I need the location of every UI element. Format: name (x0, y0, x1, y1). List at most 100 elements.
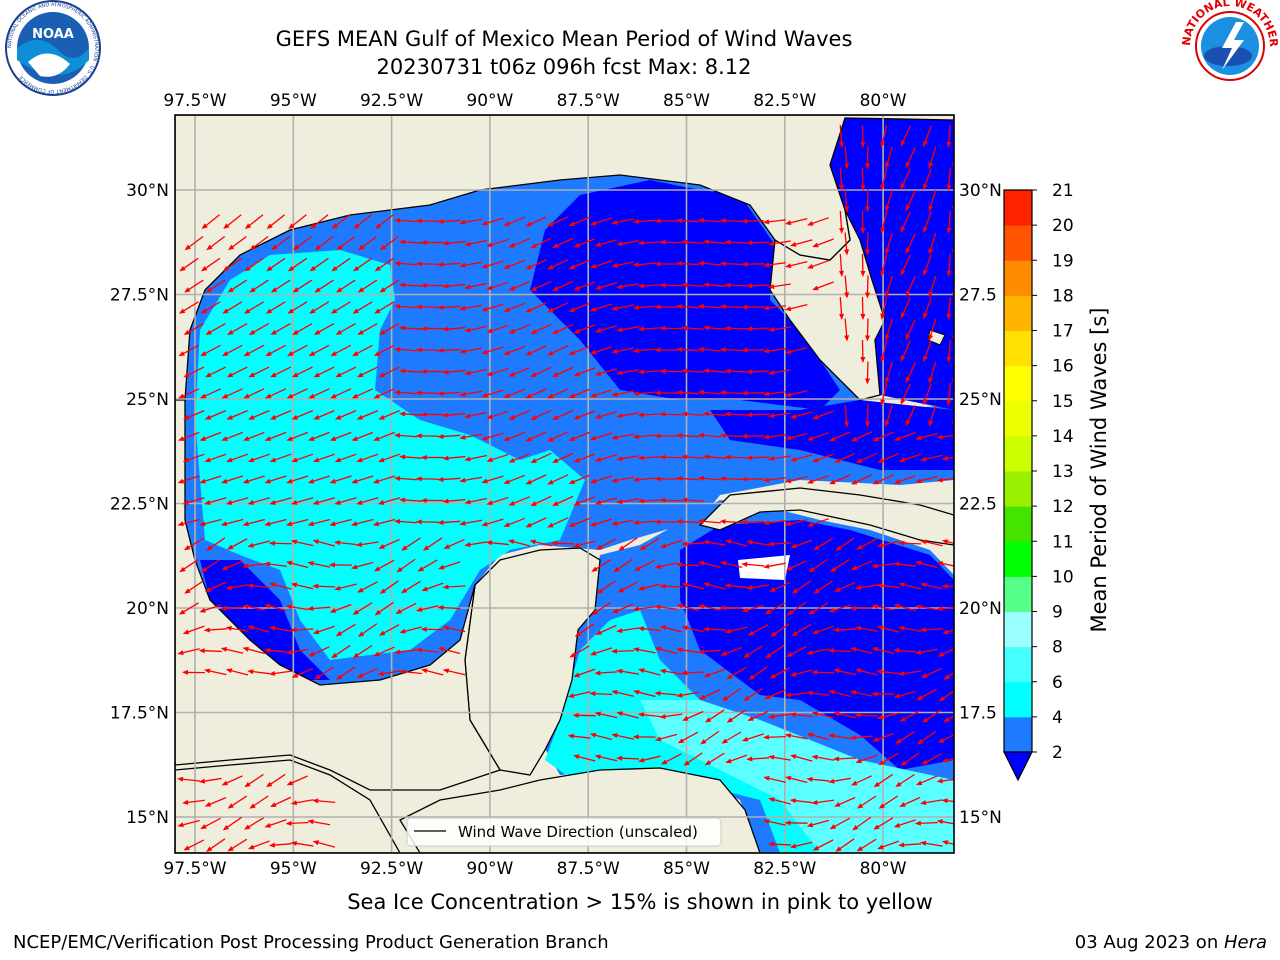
wind-arrow (611, 519, 634, 526)
wind-arrow (459, 390, 483, 397)
wind-arrow (529, 539, 553, 547)
wind-arrow (420, 497, 444, 503)
wind-arrow (573, 324, 596, 334)
wind-arrow (871, 563, 895, 569)
wind-arrow (263, 647, 287, 653)
wind-arrow (270, 279, 291, 293)
map-area (175, 115, 954, 853)
wind-arrow (616, 498, 639, 505)
wind-arrow (676, 562, 700, 568)
wind-arrow (724, 539, 748, 547)
wind-arrow (333, 540, 357, 546)
wind-arrow (312, 625, 335, 635)
wind-arrow (373, 559, 395, 572)
wind-arrow (399, 325, 423, 331)
wind-arrow (898, 670, 922, 677)
wind-arrow (594, 411, 618, 419)
lon-label-top: 85°W (663, 91, 710, 111)
wind-arrow (286, 388, 308, 399)
wind-arrow (242, 431, 265, 441)
wind-arrow (331, 644, 351, 659)
wind-arrow (264, 475, 287, 484)
colorbar-segment (1004, 295, 1032, 331)
wind-arrow (871, 604, 895, 611)
wind-arrow (928, 318, 937, 341)
wind-arrow (813, 537, 834, 551)
legend: Wind Wave Direction (unscaled) (406, 817, 722, 847)
wind-arrow (394, 260, 418, 266)
wind-arrow (770, 623, 790, 637)
wind-arrow (589, 732, 613, 741)
wind-arrow (589, 303, 613, 312)
wind-arrow (525, 517, 547, 528)
wind-arrow (184, 580, 204, 594)
wind-arrow (676, 476, 700, 481)
wind-arrow (525, 259, 547, 270)
wind-arrow (395, 602, 417, 614)
wind-arrow (936, 477, 954, 483)
wind-arrow (835, 838, 855, 852)
wind-arrow (182, 453, 205, 463)
wind-arrow (312, 453, 335, 463)
wind-arrow (654, 733, 678, 742)
wind-arrow (746, 756, 770, 762)
wind-arrow (914, 604, 938, 611)
wind-arrow (481, 475, 504, 484)
colorbar: 2 4 6 8 9 10 11 12 13 14 15 16 17 18 19 20 21 (1003, 181, 1074, 782)
wind-arrow (263, 561, 287, 567)
wind-arrow (637, 283, 661, 289)
wind-arrow (877, 452, 899, 463)
wind-arrow (833, 668, 856, 676)
wind-arrow (357, 279, 378, 293)
wind-arrow (768, 240, 791, 247)
wind-arrow (616, 326, 639, 333)
wind-arrow (594, 325, 618, 333)
wind-arrow (420, 239, 444, 245)
wind-arrow (697, 518, 721, 524)
wind-arrow (878, 752, 899, 766)
wind-arrow (611, 648, 635, 654)
wind-arrow (203, 627, 227, 633)
wind-arrow (464, 541, 488, 548)
wind-arrow (637, 712, 661, 718)
wind-arrow (308, 431, 330, 441)
wind-arrow (811, 799, 835, 805)
wind-arrow (850, 474, 873, 485)
wind-arrow (420, 368, 444, 374)
wind-arrow (638, 668, 661, 676)
wind-arrow (743, 645, 764, 658)
wind-arrow (243, 344, 265, 357)
wind-arrow (834, 796, 856, 807)
wind-arrow (266, 257, 286, 272)
wind-arrow (331, 257, 351, 272)
wind-arrow (747, 710, 769, 721)
wind-arrow (243, 388, 265, 399)
wind-arrow (358, 236, 378, 251)
wind-arrow (399, 454, 423, 460)
wind-arrow (928, 189, 937, 212)
wind-arrow (486, 367, 509, 377)
wind-arrow (923, 383, 932, 406)
dark-blue-caribbean (680, 520, 954, 770)
wind-arrow (637, 412, 661, 418)
wind-arrow (790, 754, 813, 762)
wind-arrow (899, 796, 921, 807)
wind-arrow (178, 602, 199, 615)
wind-arrow (637, 326, 661, 332)
wind-arrow (746, 455, 770, 461)
wind-arrow (893, 474, 916, 484)
wind-arrow (568, 431, 591, 441)
wind-arrow (789, 712, 813, 718)
wind-arrow (225, 625, 249, 632)
wind-arrow (394, 475, 418, 481)
wind-arrow (719, 347, 743, 353)
colorbar-tick-label: 19 (1052, 251, 1074, 271)
sea-ice-note: Sea Ice Concentration > 15% is shown in … (347, 890, 933, 914)
wind-arrow (399, 669, 423, 675)
wind-arrow (437, 646, 461, 655)
wind-arrow (763, 819, 786, 826)
wind-arrow (719, 560, 743, 569)
lat-label-right: 17.5 (959, 704, 997, 724)
wind-arrow (812, 238, 834, 248)
wind-arrow (681, 454, 705, 460)
